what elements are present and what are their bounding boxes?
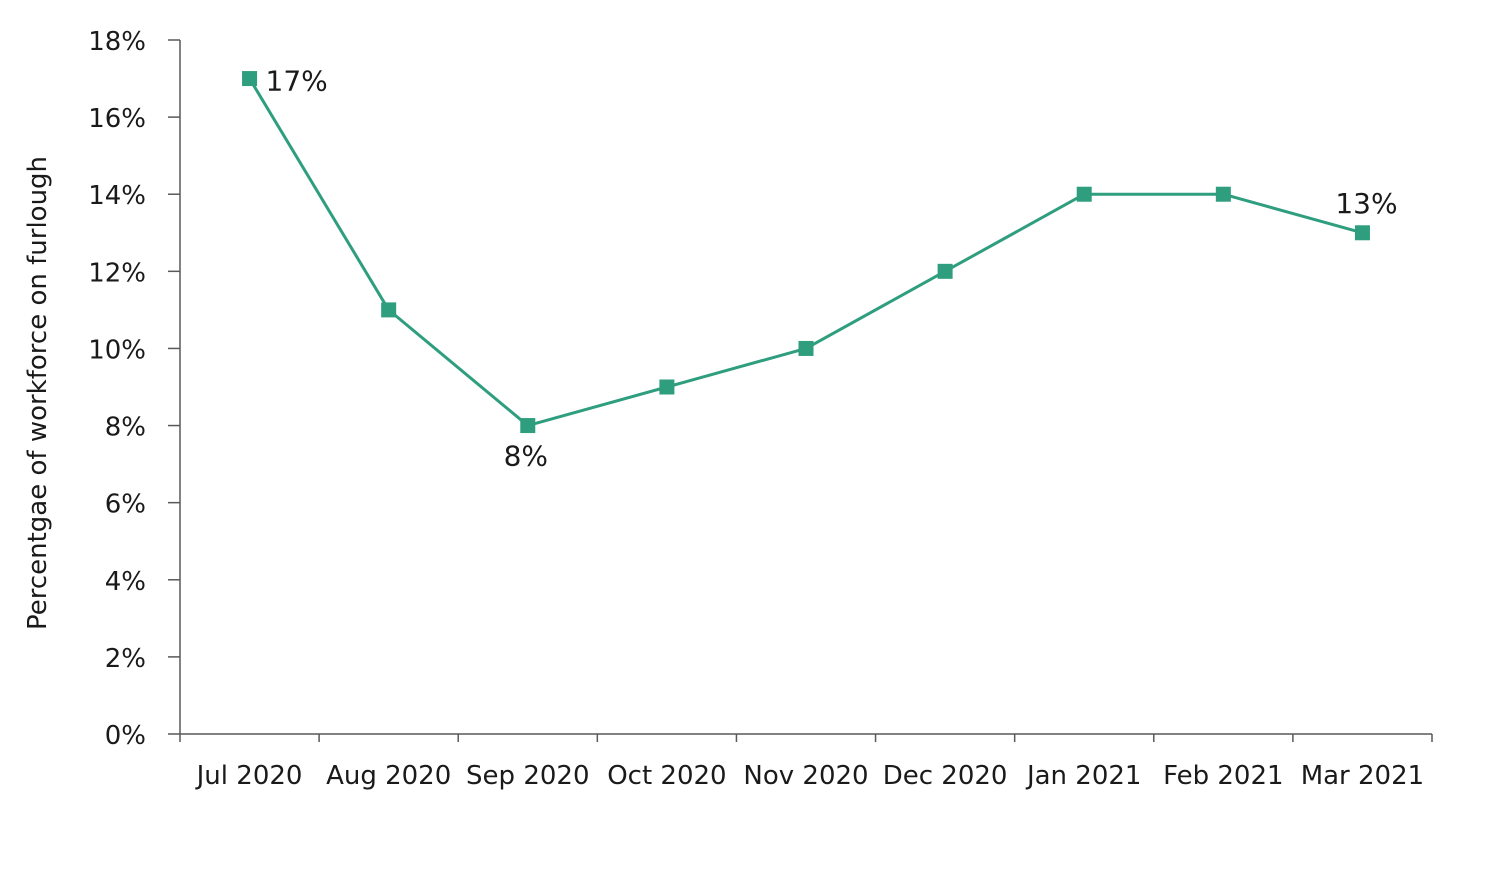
x-axis: Jul 2020 Aug 2020 Sep 2020 Oct 2020 Nov 2020… — [179, 733, 1433, 791]
data-label-layer: 17% 8% 13% — [266, 65, 1398, 473]
data-point-marker — [242, 71, 258, 87]
x-tick-label: Feb 2021 — [1163, 761, 1283, 791]
x-tick-label: Jul 2020 — [195, 761, 303, 791]
x-tick-label: Oct 2020 — [607, 761, 726, 791]
y-tick-label: 6% — [105, 490, 146, 520]
data-point-marker — [659, 379, 675, 395]
x-tick-label: Jan 2021 — [1025, 761, 1142, 791]
y-tick-label: 10% — [88, 335, 146, 365]
y-axis: 0% 2% 4% 6% 8% 10% 12% 14% 16% 18% — [88, 27, 181, 751]
x-tick-label: Dec 2020 — [883, 761, 1008, 791]
y-tick-label: 0% — [105, 721, 146, 751]
y-tick-label: 18% — [88, 27, 146, 57]
y-tick-label: 8% — [105, 413, 146, 443]
y-tick-label: 14% — [88, 181, 146, 211]
data-point-marker — [1076, 186, 1092, 202]
y-tick-label: 2% — [105, 644, 146, 674]
x-tick-label: Mar 2021 — [1301, 761, 1425, 791]
x-tick-label: Nov 2020 — [743, 761, 868, 791]
data-point-marker — [381, 302, 397, 318]
series-layer — [242, 71, 1370, 434]
data-point-marker — [937, 263, 953, 279]
x-tick-label: Sep 2020 — [466, 761, 589, 791]
data-point-marker — [1354, 225, 1370, 241]
y-tick-label: 12% — [88, 258, 146, 288]
y-axis-title: Percentgae of workforce on furlough — [23, 156, 53, 630]
y-tick-label: 16% — [88, 104, 146, 134]
data-point-marker — [520, 418, 536, 434]
series-line — [248, 77, 1363, 428]
y-tick-label: 4% — [105, 567, 146, 597]
data-point-marker — [1215, 186, 1231, 202]
data-label: 17% — [266, 65, 328, 98]
data-point-marker — [798, 340, 814, 356]
x-tick-label: Aug 2020 — [326, 761, 451, 791]
data-label: 13% — [1335, 187, 1397, 220]
data-label: 8% — [504, 440, 548, 473]
